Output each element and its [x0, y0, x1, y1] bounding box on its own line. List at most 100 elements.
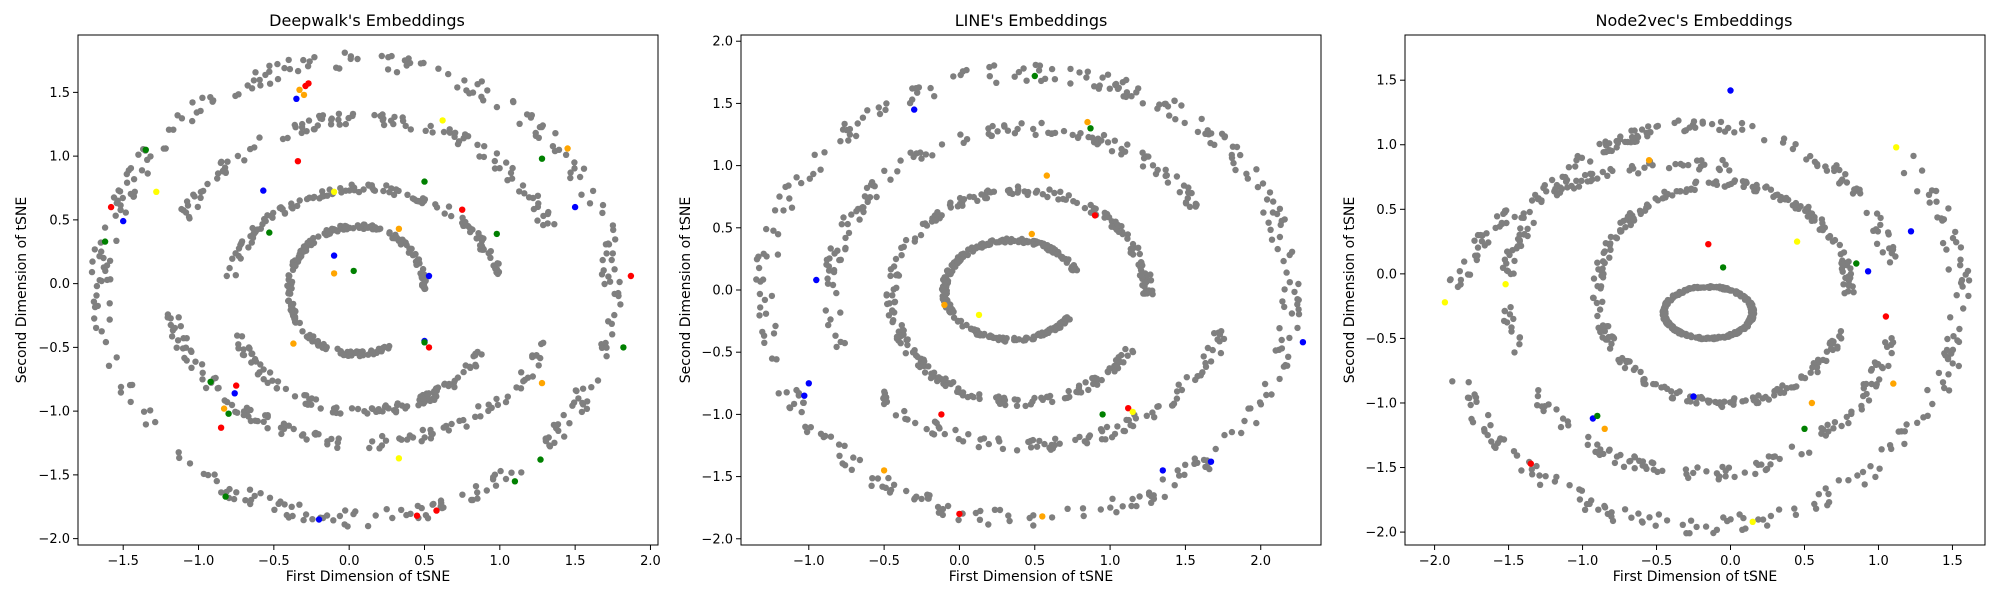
data-point — [1295, 306, 1302, 313]
data-point — [1461, 258, 1468, 265]
data-point — [968, 325, 975, 333]
y-tick-label: −2.0 — [38, 532, 70, 547]
data-point — [1636, 457, 1643, 464]
data-point — [290, 340, 297, 347]
data-point — [811, 151, 818, 158]
data-point — [1845, 419, 1852, 427]
data-point — [1004, 187, 1012, 194]
data-point — [1771, 453, 1779, 460]
data-point — [1949, 360, 1956, 367]
data-point — [934, 503, 942, 511]
data-point — [810, 170, 817, 178]
data-point — [425, 390, 432, 397]
data-point — [1755, 392, 1762, 399]
data-point — [1742, 293, 1749, 301]
data-point — [213, 477, 220, 485]
data-point — [437, 497, 445, 504]
data-point — [616, 278, 623, 286]
data-point — [583, 405, 591, 412]
data-point — [1590, 294, 1597, 302]
data-point — [310, 234, 317, 242]
data-point — [1716, 399, 1724, 406]
data-point — [1276, 233, 1284, 241]
data-point — [975, 443, 982, 451]
data-point — [534, 217, 541, 224]
data-point — [473, 235, 480, 242]
data-point — [315, 233, 322, 240]
data-point — [91, 315, 98, 322]
data-point — [349, 186, 356, 193]
data-point — [986, 241, 994, 248]
data-point — [135, 151, 142, 158]
data-point — [1684, 398, 1691, 405]
data-point — [193, 109, 200, 116]
data-point — [399, 117, 407, 125]
data-point — [1693, 523, 1700, 531]
data-point — [194, 203, 201, 211]
data-point — [571, 165, 578, 172]
data-point — [955, 435, 962, 443]
data-point — [1139, 163, 1147, 170]
data-point — [976, 391, 983, 398]
data-point — [1069, 131, 1076, 139]
data-point — [1885, 231, 1892, 238]
data-point — [838, 221, 845, 228]
data-point — [1594, 175, 1601, 182]
data-point — [304, 239, 311, 246]
data-point — [226, 264, 233, 272]
data-point — [218, 158, 225, 165]
data-point — [1692, 179, 1699, 187]
data-point — [1900, 169, 1908, 177]
data-point — [281, 64, 288, 72]
data-point — [1814, 356, 1822, 363]
data-point — [1873, 210, 1881, 217]
data-point — [480, 97, 487, 104]
data-point — [372, 224, 379, 231]
data-point — [1925, 191, 1933, 198]
data-point — [383, 182, 390, 189]
data-point — [1280, 257, 1287, 265]
data-point — [380, 121, 388, 129]
data-point — [1811, 500, 1818, 508]
data-point — [1838, 422, 1845, 430]
data-point — [1467, 401, 1474, 409]
data-point — [1593, 299, 1601, 307]
data-point — [909, 85, 916, 92]
data-point — [1597, 328, 1604, 336]
data-point — [288, 285, 295, 292]
data-point — [299, 328, 306, 335]
data-point — [1294, 324, 1301, 332]
data-point — [1553, 406, 1560, 413]
data-point — [1628, 127, 1635, 134]
data-point — [837, 309, 844, 316]
data-point — [560, 411, 567, 419]
data-point — [517, 385, 525, 392]
data-point — [1254, 183, 1262, 191]
data-point — [1084, 68, 1092, 75]
data-point — [430, 394, 437, 402]
data-point — [1950, 333, 1957, 340]
data-point — [1839, 268, 1846, 275]
data-point — [412, 250, 419, 258]
data-point — [940, 376, 947, 384]
y-tick-label: −1.5 — [701, 470, 733, 485]
data-point — [435, 65, 442, 72]
data-point — [1685, 285, 1693, 292]
data-point — [177, 323, 184, 330]
data-point — [976, 516, 984, 523]
data-point — [1739, 325, 1746, 333]
data-point — [1945, 387, 1953, 394]
data-point — [1962, 271, 1969, 278]
data-point — [996, 438, 1003, 445]
data-point — [1276, 375, 1283, 383]
data-point — [247, 145, 254, 153]
data-point — [147, 407, 154, 414]
data-point — [1965, 292, 1972, 300]
data-point — [1595, 506, 1602, 513]
data-point — [1598, 272, 1605, 279]
data-point — [868, 482, 875, 489]
data-point — [845, 229, 853, 237]
data-point — [1176, 189, 1184, 196]
data-point — [472, 483, 480, 490]
data-point — [1872, 226, 1880, 233]
